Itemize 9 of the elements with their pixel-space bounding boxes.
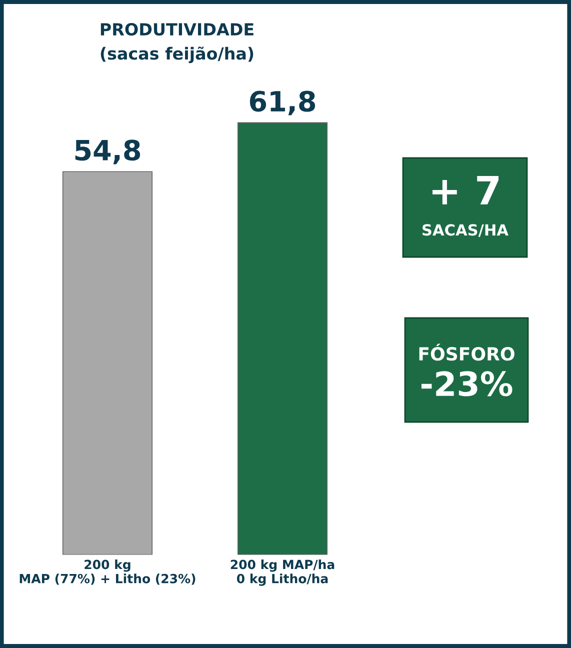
x-tick-label: 200 kg MAP/ha 0 kg Litho/ha: [230, 560, 334, 586]
text: + 7: [432, 176, 498, 204]
data-label: 54,8: [75, 140, 140, 164]
data-label: 61,8: [250, 90, 316, 116]
x-tick-label: 200 kg MAP (77%) + Litho (23%): [20, 560, 196, 585]
text: SACAS/HA: [422, 224, 508, 237]
text: FÓSFORO: [419, 344, 514, 361]
text: -23%: [421, 371, 512, 396]
chart-title: PRODUTIVIDADE (sacas feijão/ha): [100, 22, 254, 64]
